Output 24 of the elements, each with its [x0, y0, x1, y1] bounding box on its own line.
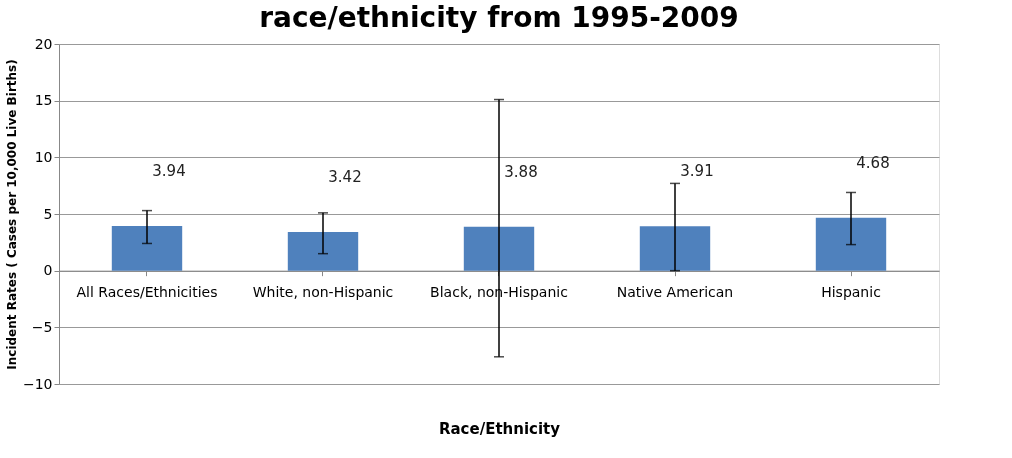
x-axis-title: Race/Ethnicity — [438, 419, 561, 438]
y-tick-label: 15 — [34, 92, 53, 109]
data-label: 3.94 — [152, 162, 186, 181]
data-label: 3.88 — [504, 162, 538, 181]
bar — [287, 231, 359, 271]
y-tick-label: −5 — [31, 318, 53, 335]
y-tick-label: 20 — [34, 35, 53, 52]
x-tick-label: All Races/Ethnicities — [76, 284, 218, 301]
y-axis-title: Incident Rates ( Cases per 10,000 Live Births) — [4, 59, 19, 370]
x-tick-label: Hispanic — [821, 284, 881, 301]
bar — [815, 217, 887, 271]
bar — [639, 226, 711, 271]
data-label: 4.68 — [856, 153, 890, 172]
y-tick-label: 5 — [43, 205, 53, 222]
bar — [111, 226, 183, 271]
x-tick-label: White, non-Hispanic — [252, 284, 394, 301]
data-label: 3.91 — [680, 162, 714, 181]
bar — [463, 226, 535, 271]
x-tick-label: Native American — [616, 284, 734, 301]
data-label: 3.42 — [328, 167, 362, 186]
y-tick-label: −10 — [22, 375, 53, 392]
y-tick-label: 0 — [43, 262, 53, 279]
chart-title: race/ethnicity from 1995-2009 — [259, 1, 739, 34]
y-tick-label: 10 — [34, 148, 53, 165]
